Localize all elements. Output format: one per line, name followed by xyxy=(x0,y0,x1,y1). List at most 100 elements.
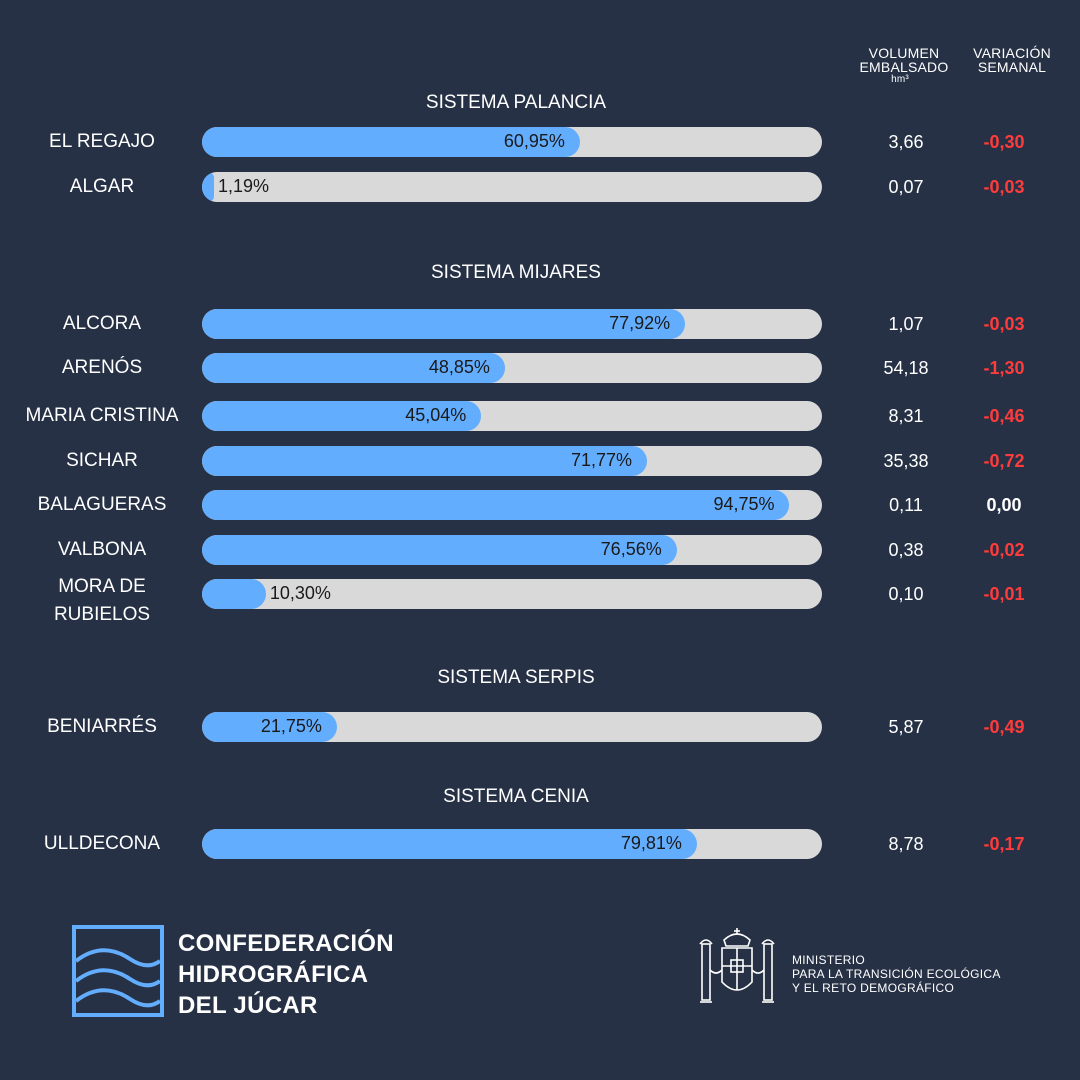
variation-value: -0,03 xyxy=(983,177,1025,197)
variation-value: -1,30 xyxy=(983,358,1025,378)
variation-header-line1: VARIACIÓN xyxy=(973,45,1051,61)
bar-percent-label: 76,56% xyxy=(600,539,662,559)
bar-track: 94,75% xyxy=(202,490,822,520)
volume-value: 0,11 xyxy=(889,495,923,515)
bar-percent-label: 60,95% xyxy=(503,131,565,151)
reservoir-name: SICHAR xyxy=(66,450,138,471)
reservoir-row: MARIA CRISTINA 45,04% 8,31 -0,46 xyxy=(0,401,1080,431)
volume-value: 8,31 xyxy=(888,406,924,426)
bar-percent-label: 79,81% xyxy=(620,833,682,853)
ministry-line1: MINISTERIO xyxy=(792,953,866,967)
bar-track: 21,75% xyxy=(202,712,822,742)
bar-percent-label: 1,19% xyxy=(218,176,270,196)
bar-track: 1,19% xyxy=(202,172,822,202)
bar-track: 48,85% xyxy=(202,353,822,383)
reservoir-row: ALGAR 1,19% 0,07 -0,03 xyxy=(0,172,1080,202)
chj-logo xyxy=(72,925,164,1017)
volume-value: 0,07 xyxy=(888,177,924,197)
reservoir-row: ALCORA 77,92% 1,07 -0,03 xyxy=(0,309,1080,339)
variation-value: -0,03 xyxy=(983,314,1025,334)
variation-value: -0,01 xyxy=(983,584,1025,604)
reservoir-row: MORA DE RUBIELOS 10,30% 0,10 -0,01 xyxy=(0,576,1080,625)
chj-line1: CONFEDERACIÓN xyxy=(178,930,394,957)
variation-value: -0,72 xyxy=(983,451,1025,471)
volume-value: 1,07 xyxy=(888,314,924,334)
variation-value: -0,49 xyxy=(983,717,1025,737)
chj-line2: HIDROGRÁFICA xyxy=(178,961,369,988)
volume-value: 35,38 xyxy=(883,451,929,471)
variation-value: -0,46 xyxy=(983,406,1025,426)
bar-fill xyxy=(202,490,790,520)
bar-fill xyxy=(202,829,697,859)
reservoir-name: ARENÓS xyxy=(61,357,143,378)
section-title-cenia: SISTEMA CENIA xyxy=(443,786,589,807)
section-title-mijares: SISTEMA MIJARES xyxy=(431,262,601,283)
ministry-line2: PARA LA TRANSICIÓN ECOLÓGICA xyxy=(792,967,1001,981)
bar-fill xyxy=(202,127,580,157)
volume-value: 5,87 xyxy=(888,717,924,737)
reservoir-row: SICHAR 71,77% 35,38 -0,72 xyxy=(0,446,1080,476)
bar-fill xyxy=(202,712,337,742)
reservoir-name-line1: MORA DE xyxy=(58,576,146,597)
bar-fill xyxy=(202,579,266,609)
bar-fill xyxy=(202,309,686,339)
reservoir-name: VALBONA xyxy=(57,539,147,560)
reservoir-row: BALAGUERAS 94,75% 0,11 0,00 xyxy=(0,490,1080,520)
bar-percent-label: 10,30% xyxy=(269,583,331,603)
reservoir-row: EL REGAJO 60,95% 3,66 -0,30 xyxy=(0,127,1080,157)
chj-wordmark: CONFEDERACIÓN HIDROGRÁFICA DEL JÚCAR xyxy=(178,928,394,1021)
reservoir-name: MORA DE RUBIELOS xyxy=(0,573,204,629)
bar-track: 79,81% xyxy=(202,829,822,859)
variation-value: -0,17 xyxy=(983,834,1025,854)
reservoir-name: ULLDECONA xyxy=(43,833,161,854)
reservoir-name: MARIA CRISTINA xyxy=(25,405,179,426)
bar-fill xyxy=(202,353,505,383)
bar-percent-label: 48,85% xyxy=(428,357,490,377)
bar-fill xyxy=(202,535,677,565)
volume-value: 54,18 xyxy=(883,358,929,378)
variation-value: -0,02 xyxy=(983,540,1025,560)
bar-fill xyxy=(202,172,214,202)
reservoir-name: ALGAR xyxy=(69,176,135,197)
variation-header-line2: SEMANAL xyxy=(977,59,1047,75)
reservoir-row: ARENÓS 48,85% 54,18 -1,30 xyxy=(0,353,1080,383)
variation-value: -0,30 xyxy=(983,132,1025,152)
variation-column-header: VARIACIÓN SEMANAL xyxy=(960,46,1064,74)
bar-track: 45,04% xyxy=(202,401,822,431)
section-title-serpis: SISTEMA SERPIS xyxy=(437,667,595,688)
reservoir-row: VALBONA 76,56% 0,38 -0,02 xyxy=(0,535,1080,565)
bar-track: 76,56% xyxy=(202,535,822,565)
volume-value: 3,66 xyxy=(888,132,924,152)
reservoir-row: ULLDECONA 79,81% 8,78 -0,17 xyxy=(0,829,1080,859)
reservoir-name: EL REGAJO xyxy=(49,131,155,152)
reservoir-name-line2: RUBIELOS xyxy=(53,604,151,625)
bar-fill xyxy=(202,446,647,476)
chj-line3: DEL JÚCAR xyxy=(178,992,318,1019)
bar-percent-label: 21,75% xyxy=(260,716,322,736)
bar-percent-label: 71,77% xyxy=(570,450,633,470)
reservoir-name: ALCORA xyxy=(62,313,142,334)
reservoir-row: BENIARRÉS 21,75% 5,87 -0,49 xyxy=(0,712,1080,742)
volume-value: 8,78 xyxy=(888,834,924,854)
section-title-palancia: SISTEMA PALANCIA xyxy=(425,92,607,113)
variation-value: 0,00 xyxy=(986,495,1022,515)
spain-coat-of-arms-icon xyxy=(699,928,775,1003)
volume-header-line1: VOLUMEN xyxy=(868,45,940,61)
bar-fill xyxy=(202,401,482,431)
ministry-line3: Y EL RETO DEMOGRÁFICO xyxy=(792,981,955,995)
volume-value: 0,38 xyxy=(888,540,924,560)
bar-percent-label: 45,04% xyxy=(405,405,467,425)
bar-percent-label: 94,75% xyxy=(713,494,775,514)
reservoir-name: BALAGUERAS xyxy=(37,494,167,515)
bar-percent-label: 77,92% xyxy=(609,313,671,333)
volume-header-line2: EMBALSADO xyxy=(859,59,949,75)
bar-track: 77,92% xyxy=(202,309,822,339)
volume-column-header: VOLUMEN EMBALSADO hm³ xyxy=(848,46,960,86)
bar-track: 60,95% xyxy=(202,127,822,157)
ministry-name: MINISTERIO PARA LA TRANSICIÓN ECOLÓGICA … xyxy=(792,953,1001,995)
bar-track: 71,77% xyxy=(202,446,822,476)
volume-value: 0,10 xyxy=(888,584,924,604)
volume-unit: hm³ xyxy=(891,74,909,85)
bar-track: 10,30% xyxy=(202,579,822,609)
reservoir-name: BENIARRÉS xyxy=(47,716,157,737)
